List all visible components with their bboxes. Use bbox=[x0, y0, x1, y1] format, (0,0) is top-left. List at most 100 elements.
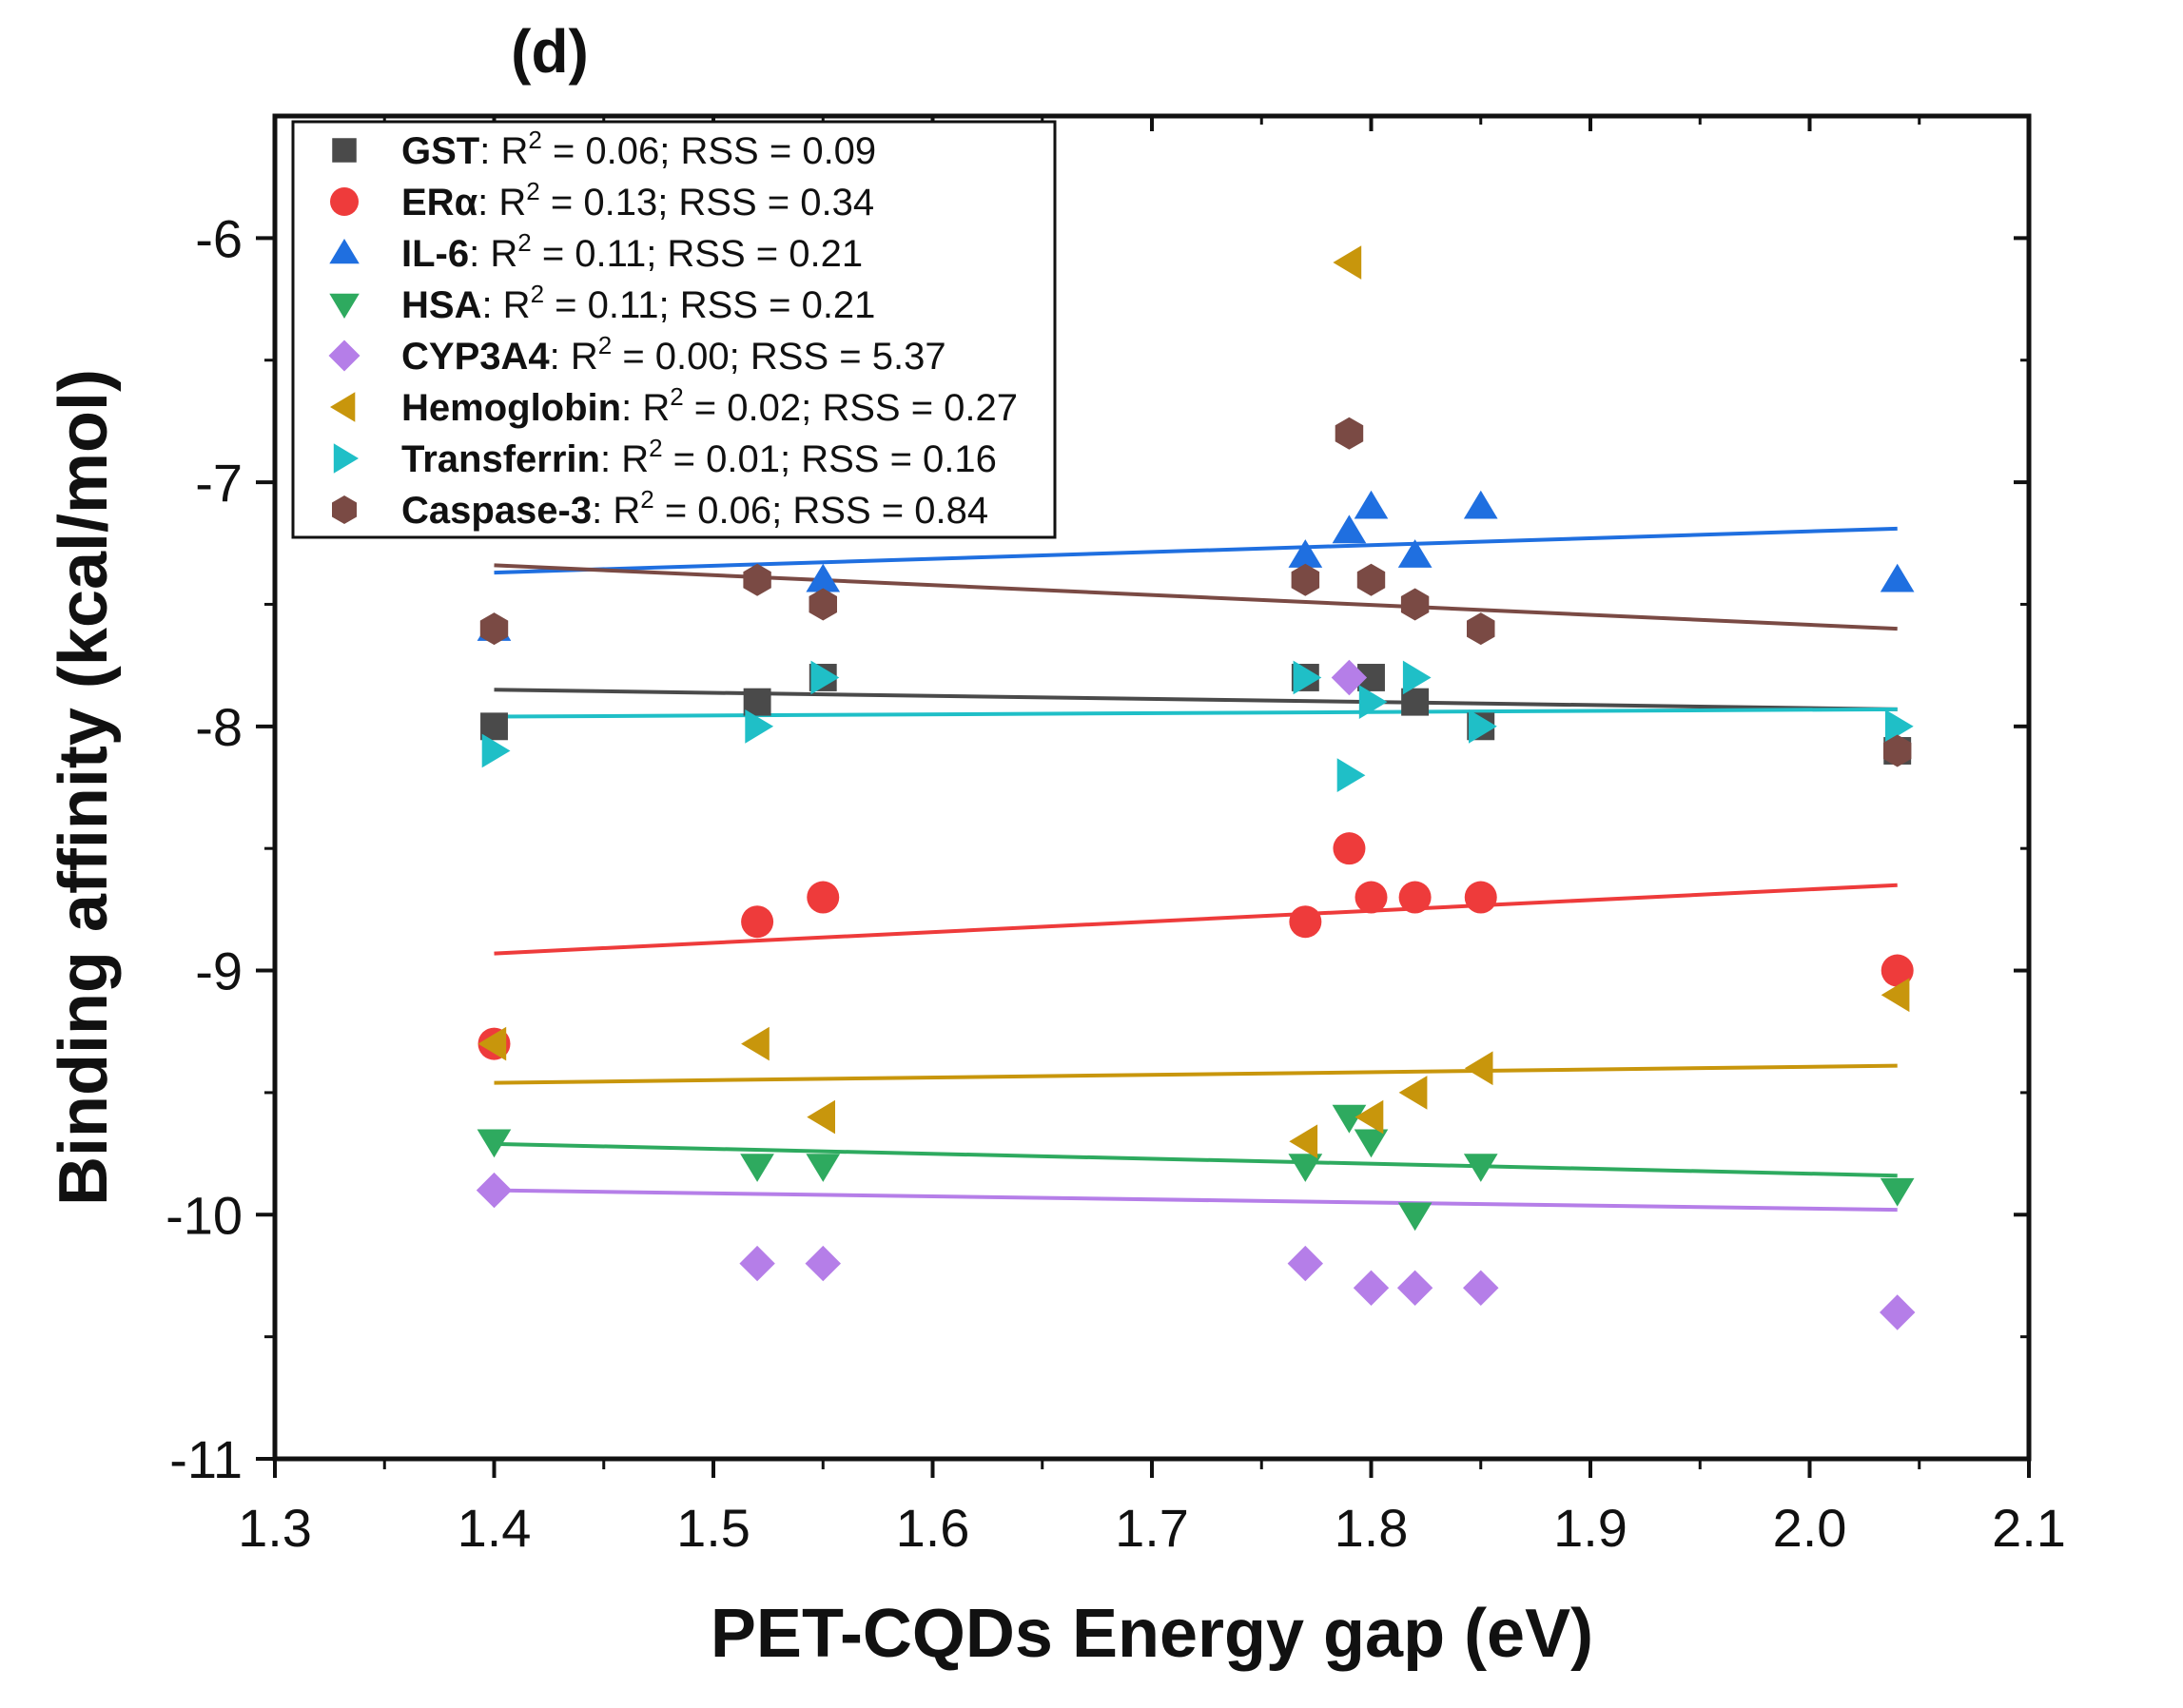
legend-label-caspase-3: Caspase-3: R2 = 0.06; RSS = 0.84 bbox=[401, 485, 988, 532]
data-point-erα bbox=[1398, 881, 1432, 914]
data-point-transferrin bbox=[481, 733, 511, 768]
data-point-erα bbox=[1881, 954, 1914, 987]
fit-line-transferrin bbox=[494, 707, 1898, 719]
legend-label-cyp3a4: CYP3A4: R2 = 0.00; RSS = 5.37 bbox=[401, 331, 946, 378]
panel-label: (d) bbox=[511, 17, 589, 86]
data-point-il-6 bbox=[1397, 539, 1433, 568]
data-point-hsa bbox=[1397, 1202, 1433, 1232]
legend-marker-erα bbox=[330, 187, 359, 216]
data-point-hsa bbox=[1880, 1177, 1915, 1207]
data-point-hsa bbox=[1288, 1154, 1323, 1182]
legend: GST: R2 = 0.06; RSS = 0.09 ERα: R2 = 0.13… bbox=[291, 120, 1057, 539]
data-point-caspase-3 bbox=[1400, 588, 1430, 621]
data-point-erα bbox=[807, 881, 840, 914]
data-point-il-6 bbox=[1354, 490, 1389, 519]
data-point-cyp3a4 bbox=[739, 1245, 775, 1282]
x-tick-label: 1.3 bbox=[238, 1498, 312, 1558]
data-point-hsa bbox=[740, 1154, 774, 1182]
data-point-il-6 bbox=[806, 563, 841, 592]
legend-label-hsa: HSA: R2 = 0.11; RSS = 0.21 bbox=[401, 280, 875, 326]
data-point-hemoglobin bbox=[1355, 1099, 1384, 1135]
data-point-erα bbox=[741, 905, 774, 939]
data-point-hsa bbox=[806, 1154, 841, 1182]
data-point-hsa bbox=[477, 1129, 512, 1158]
data-point-caspase-3 bbox=[1467, 612, 1495, 646]
data-point-caspase-3 bbox=[743, 563, 771, 596]
fit-line-gst bbox=[494, 688, 1898, 711]
data-point-hemoglobin bbox=[1881, 978, 1910, 1013]
data-point-transferrin bbox=[1336, 758, 1366, 792]
data-point-erα bbox=[1464, 881, 1497, 914]
legend-label-transferrin: Transferrin: R2 = 0.01; RSS = 0.16 bbox=[401, 434, 997, 480]
x-tick-label: 1.4 bbox=[458, 1498, 532, 1558]
data-point-hemoglobin bbox=[1289, 1124, 1318, 1159]
fit-line-cyp3a4 bbox=[494, 1188, 1898, 1213]
legend-marker-cyp3a4 bbox=[328, 340, 361, 372]
data-point-cyp3a4 bbox=[805, 1245, 841, 1282]
data-point-transferrin bbox=[810, 660, 840, 695]
legend-label-il-6: IL-6: R2 = 0.11; RSS = 0.21 bbox=[401, 228, 863, 275]
data-point-il-6 bbox=[1463, 490, 1498, 519]
data-point-transferrin bbox=[1293, 660, 1322, 695]
legend-marker-hemoglobin bbox=[330, 392, 356, 422]
data-point-cyp3a4 bbox=[476, 1172, 513, 1209]
y-tick-label: -7 bbox=[195, 453, 243, 513]
data-point-hemoglobin bbox=[478, 1026, 507, 1061]
y-tick-label: -8 bbox=[195, 697, 243, 757]
data-point-caspase-3 bbox=[479, 612, 509, 646]
legend-label-hemoglobin: Hemoglobin: R2 = 0.02; RSS = 0.27 bbox=[401, 382, 1018, 429]
legend-marker-il-6 bbox=[329, 239, 360, 264]
data-point-erα bbox=[1289, 905, 1322, 939]
data-point-hemoglobin bbox=[1398, 1076, 1428, 1110]
data-point-gst bbox=[743, 688, 771, 716]
data-point-cyp3a4 bbox=[1353, 1270, 1390, 1306]
data-point-gst bbox=[480, 712, 508, 741]
data-points bbox=[476, 245, 1916, 1330]
y-tick-label: -11 bbox=[169, 1429, 243, 1489]
fit-line-hemoglobin bbox=[494, 1063, 1898, 1085]
legend-marker-transferrin bbox=[333, 443, 359, 474]
data-point-hsa bbox=[1332, 1104, 1367, 1134]
legend-label-erα: ERα: R2 = 0.13; RSS = 0.34 bbox=[401, 177, 874, 223]
fit-line-erα bbox=[494, 883, 1898, 956]
x-tick-label: 1.8 bbox=[1335, 1498, 1409, 1558]
legend-marker-caspase-3 bbox=[332, 495, 357, 524]
data-point-cyp3a4 bbox=[1880, 1294, 1916, 1330]
y-tick-label: -9 bbox=[195, 941, 243, 1001]
data-point-caspase-3 bbox=[1291, 563, 1320, 596]
data-point-cyp3a4 bbox=[1287, 1245, 1323, 1282]
data-point-caspase-3 bbox=[1335, 417, 1364, 450]
data-point-caspase-3 bbox=[1883, 734, 1912, 767]
data-point-transferrin bbox=[1469, 709, 1497, 744]
legend-marker-hsa bbox=[329, 293, 360, 319]
y-tick-label: -6 bbox=[195, 208, 243, 268]
x-axis: 1.3 1.4 1.5 1.6 1.7 1.8 1.9 2.0 2.1 bbox=[238, 116, 2066, 1558]
fit-line-caspase-3 bbox=[494, 563, 1898, 631]
data-point-gst bbox=[1401, 688, 1430, 716]
data-point-hsa bbox=[1463, 1154, 1498, 1182]
data-point-caspase-3 bbox=[1356, 563, 1386, 596]
data-point-erα bbox=[1333, 832, 1366, 865]
y-axis: -11 -10 -9 -8 -7 -6 bbox=[166, 208, 2029, 1489]
data-point-cyp3a4 bbox=[1463, 1270, 1499, 1306]
data-point-hemoglobin bbox=[741, 1026, 770, 1061]
x-tick-label: 1.5 bbox=[676, 1498, 750, 1558]
data-point-transferrin bbox=[745, 709, 774, 744]
data-point-caspase-3 bbox=[809, 588, 837, 621]
data-point-hsa bbox=[1354, 1129, 1389, 1158]
legend-marker-gst bbox=[332, 138, 357, 163]
fit-line-hsa bbox=[494, 1141, 1898, 1178]
data-point-hemoglobin bbox=[1333, 245, 1362, 280]
fit-line-il-6 bbox=[494, 526, 1898, 575]
x-tick-label: 1.7 bbox=[1115, 1498, 1189, 1558]
data-point-hemoglobin bbox=[807, 1099, 835, 1135]
data-point-il-6 bbox=[1332, 514, 1367, 544]
data-point-transferrin bbox=[1402, 660, 1432, 695]
x-axis-label: PET-CQDs Energy gap (eV) bbox=[711, 1596, 1593, 1672]
legend-box bbox=[291, 120, 1057, 539]
legend-label-gst: GST: R2 = 0.06; RSS = 0.09 bbox=[401, 126, 876, 172]
data-point-il-6 bbox=[1288, 539, 1323, 568]
data-point-hemoglobin bbox=[1464, 1051, 1493, 1086]
x-tick-label: 2.0 bbox=[1773, 1498, 1847, 1558]
data-point-cyp3a4 bbox=[1331, 659, 1368, 696]
